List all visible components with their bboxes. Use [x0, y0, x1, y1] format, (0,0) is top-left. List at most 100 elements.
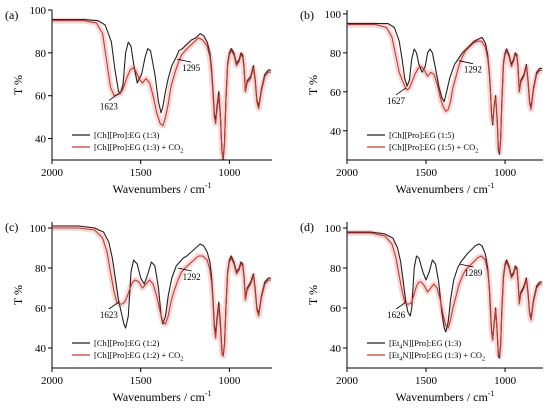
- legend-name: [Ch][Pro]:EG (1:3): [94, 130, 160, 140]
- series-line-1: [52, 227, 272, 357]
- x-tick-label: 1000: [218, 375, 241, 387]
- peak-annotation: 1295: [182, 63, 201, 73]
- x-axis-title: Wavenumbers / cm-1: [395, 181, 494, 196]
- series-line-1: [52, 20, 272, 159]
- x-axis-title-sup: -1: [205, 389, 212, 398]
- legend-name: [Ch][Pro]:EG (1:5) + CO: [389, 142, 475, 152]
- y-tick-label: 100: [325, 9, 342, 21]
- x-tick-label: 2000: [41, 375, 64, 387]
- x-axis-title: Wavenumbers / cm-1: [395, 389, 494, 404]
- x-axis-title-text: Wavenumbers / cm: [112, 390, 205, 404]
- annotation-leader: [177, 267, 192, 272]
- legend-name: [Et: [389, 350, 400, 360]
- panel-a: 2000 1500 1000 40 60 80 100 Wavenumbers / cm-1 T…: [5, 5, 272, 196]
- y-tick-label: 40: [35, 134, 47, 146]
- legend-name: [Ch][Pro]:EG (1:5): [389, 130, 455, 140]
- x-axis-title-text: Wavenumbers / cm: [112, 182, 205, 196]
- series-glow: [52, 17, 272, 161]
- x-axis-title: Wavenumbers / cm-1: [112, 181, 211, 196]
- annotation-leader: [395, 87, 407, 96]
- x-axis-title-text: Wavenumbers / cm: [395, 182, 488, 196]
- y-tick-label: 100: [325, 223, 342, 235]
- y-tick-label: 40: [330, 343, 342, 355]
- annotation-leader: [108, 93, 120, 101]
- x-tick-label: 1500: [415, 167, 438, 179]
- x-tick-label: 2000: [41, 167, 64, 179]
- legend-sub: 2: [180, 357, 183, 363]
- series-line-0: [52, 225, 272, 357]
- x-tick-label: 1000: [218, 167, 241, 179]
- y-axis-title: T %: [11, 75, 25, 95]
- legend-name: [Ch][Pro]:EG (1:2) + CO: [94, 350, 180, 360]
- peak-annotation: 1623: [100, 101, 119, 111]
- y-tick-label: 60: [35, 303, 47, 315]
- x-tick-label: 1000: [494, 167, 517, 179]
- x-axis-title-text: Wavenumbers / cm: [395, 390, 488, 404]
- x-tick-label: 1500: [415, 375, 438, 387]
- y-tick-label: 60: [330, 303, 342, 315]
- x-axis-title-sup: -1: [488, 181, 495, 190]
- y-tick-label: 80: [330, 48, 342, 60]
- peak-annotation: 1626: [387, 310, 406, 320]
- peak-annotation: 1627: [387, 96, 406, 106]
- legend-sub: 2: [475, 149, 478, 155]
- panel-d: 2000 1500 1000 40 60 80 100 Wavenumbers / cm-1 T…: [300, 220, 543, 404]
- annotation-leader: [108, 301, 120, 310]
- series-glow: [52, 225, 272, 359]
- annotation-leader: [458, 60, 473, 65]
- peak-annotation: 1292: [464, 65, 482, 75]
- panel-label: (b): [300, 8, 314, 22]
- panel-c: 2000 1500 1000 40 60 80 100 Wavenumbers / cm-1 T…: [5, 220, 272, 404]
- x-tick-label: 1500: [130, 167, 153, 179]
- legend-entry: [Et4N][Pro]:EG (1:3) + CO2: [389, 350, 485, 363]
- x-tick-label: 2000: [336, 375, 359, 387]
- y-tick-label: 100: [30, 5, 47, 17]
- peak-annotation: 1292: [183, 272, 201, 282]
- legend-entry: [Ch][Pro]:EG (1:3) + CO2: [94, 142, 183, 155]
- x-tick-label: 2000: [336, 167, 359, 179]
- legend-entry: [Ch][Pro]:EG (1:5): [389, 130, 455, 140]
- legend-name: [Ch][Pro]:EG (1:3) + CO: [94, 142, 180, 152]
- panel-b: 2000 1500 1000 40 60 80 100 Wavenumbers / cm-1 T…: [300, 8, 543, 196]
- legend-name-tail: N][Pro]:EG (1:3) + CO: [402, 350, 482, 360]
- legend-entry: [Ch][Pro]:EG (1:5) + CO2: [389, 142, 478, 155]
- y-tick-label: 40: [35, 343, 47, 355]
- legend-sub: 4: [399, 357, 402, 363]
- legend-entry: [Ch][Pro]:EG (1:2) + CO2: [94, 350, 183, 363]
- y-axis-title: T %: [11, 285, 25, 305]
- legend-sub: 4: [399, 345, 402, 351]
- annotation-leader: [395, 301, 407, 310]
- y-tick-label: 100: [30, 223, 47, 235]
- y-axis-title: T %: [306, 75, 320, 95]
- y-tick-label: 80: [330, 263, 342, 275]
- legend-name: [Et: [389, 338, 400, 348]
- panel-label: (d): [300, 220, 314, 234]
- series-line-1: [347, 24, 543, 153]
- legend-entry: [Ch][Pro]:EG (1:2): [94, 338, 160, 348]
- peak-annotation: 1623: [100, 310, 119, 320]
- legend-sub: 2: [482, 357, 485, 363]
- x-tick-label: 1000: [494, 375, 517, 387]
- legend-sub: 2: [180, 149, 183, 155]
- series-line-0: [52, 19, 272, 161]
- x-tick-label: 1500: [130, 375, 153, 387]
- y-tick-label: 80: [35, 48, 47, 60]
- legend-entry: [Ch][Pro]:EG (1:3): [94, 130, 160, 140]
- x-axis-title-sup: -1: [205, 181, 212, 190]
- panel-label: (a): [5, 8, 18, 22]
- legend-name-tail: N][Pro]:EG (1:3): [402, 338, 461, 348]
- x-axis-title: Wavenumbers / cm-1: [112, 389, 211, 404]
- annotation-leader: [459, 263, 474, 268]
- y-tick-label: 60: [330, 87, 342, 99]
- y-axis-title: T %: [306, 285, 320, 305]
- legend-name: [Ch][Pro]:EG (1:2): [94, 338, 160, 348]
- y-tick-label: 60: [35, 91, 47, 103]
- peak-annotation: 1289: [464, 268, 483, 278]
- series-line-1: [347, 232, 543, 357]
- x-axis-title-sup: -1: [488, 389, 495, 398]
- y-tick-label: 80: [35, 263, 47, 275]
- panel-label: (c): [5, 220, 18, 234]
- annotation-leader: [176, 58, 192, 63]
- legend-entry: [Et4N][Pro]:EG (1:3): [389, 338, 461, 351]
